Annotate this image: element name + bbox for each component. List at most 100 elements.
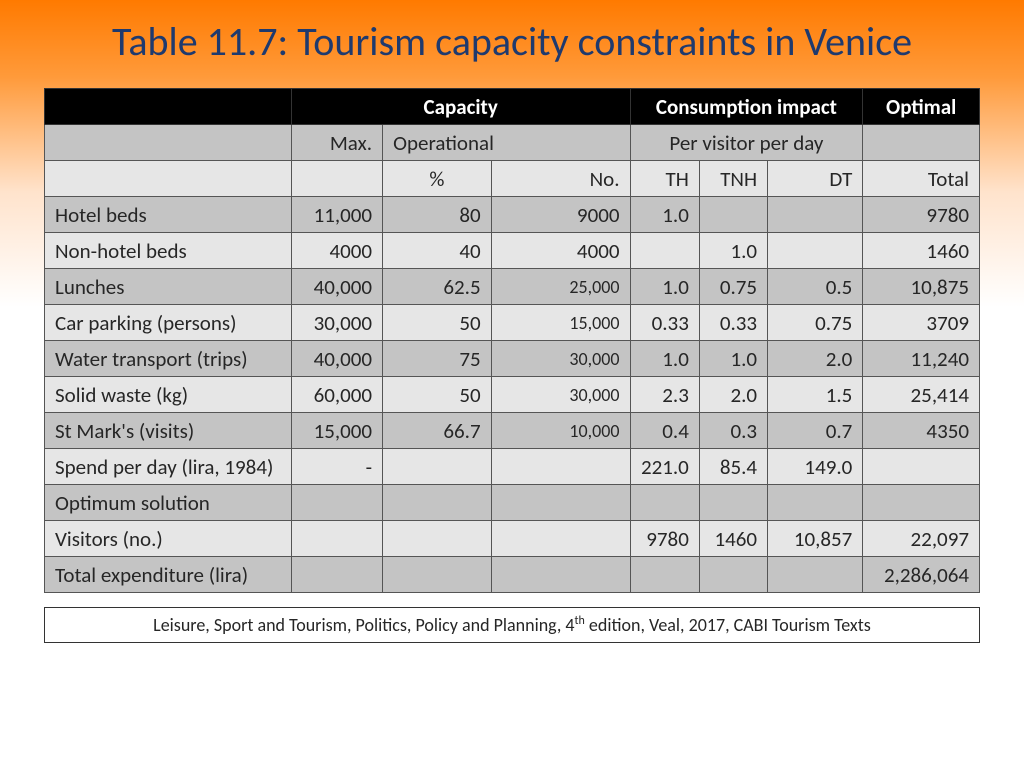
cell: 2.0 bbox=[768, 341, 863, 377]
sub-operational: Operational bbox=[383, 125, 630, 161]
cell bbox=[699, 197, 767, 233]
cell: 1.0 bbox=[699, 233, 767, 269]
cell: 0.75 bbox=[699, 269, 767, 305]
col-total: Total bbox=[863, 161, 980, 197]
cell: 50 bbox=[383, 305, 492, 341]
cell bbox=[45, 125, 292, 161]
cell: 1.0 bbox=[630, 341, 699, 377]
table-row: St Mark's (visits)15,00066.710,0000.40.3… bbox=[45, 413, 980, 449]
header-group-row: Capacity Consumption impact Optimal bbox=[45, 89, 980, 125]
cell bbox=[383, 485, 492, 521]
cell: 30,000 bbox=[291, 305, 382, 341]
cell: 10,875 bbox=[863, 269, 980, 305]
cell bbox=[383, 449, 492, 485]
cell bbox=[768, 233, 863, 269]
cell: 9000 bbox=[491, 197, 630, 233]
cell: 0.75 bbox=[768, 305, 863, 341]
cell: 40,000 bbox=[291, 341, 382, 377]
cell: 85.4 bbox=[699, 449, 767, 485]
table-row: Hotel beds11,0008090001.0 9780 bbox=[45, 197, 980, 233]
sub-max: Max. bbox=[291, 125, 382, 161]
col-tnh: TNH bbox=[699, 161, 767, 197]
header-capacity: Capacity bbox=[291, 89, 630, 125]
cell: 80 bbox=[383, 197, 492, 233]
cell: 1.0 bbox=[630, 197, 699, 233]
cell: - bbox=[291, 449, 382, 485]
cell: Hotel beds bbox=[45, 197, 292, 233]
header-optimal: Optimal bbox=[863, 89, 980, 125]
subheader-row-1: Max. Operational Per visitor per day bbox=[45, 125, 980, 161]
cell bbox=[291, 161, 382, 197]
cell: 66.7 bbox=[383, 413, 492, 449]
cell: 1460 bbox=[863, 233, 980, 269]
cell: 0.33 bbox=[699, 305, 767, 341]
cell: 0.4 bbox=[630, 413, 699, 449]
cell: 25,414 bbox=[863, 377, 980, 413]
cell bbox=[863, 485, 980, 521]
table-row: Solid waste (kg)60,0005030,0002.32.01.52… bbox=[45, 377, 980, 413]
cell bbox=[699, 557, 767, 593]
cell: 62.5 bbox=[383, 269, 492, 305]
cell: 3709 bbox=[863, 305, 980, 341]
cell: 0.7 bbox=[768, 413, 863, 449]
cell bbox=[45, 161, 292, 197]
cell: 0.33 bbox=[630, 305, 699, 341]
cell: 50 bbox=[383, 377, 492, 413]
cell: 75 bbox=[383, 341, 492, 377]
cell bbox=[768, 485, 863, 521]
cell: 30,000 bbox=[491, 377, 630, 413]
cell: Solid waste (kg) bbox=[45, 377, 292, 413]
cell bbox=[768, 197, 863, 233]
cell: 40 bbox=[383, 233, 492, 269]
cell bbox=[291, 521, 382, 557]
cell: 4350 bbox=[863, 413, 980, 449]
col-pct: % bbox=[383, 161, 492, 197]
cell bbox=[491, 449, 630, 485]
table-row: Water transport (trips)40,0007530,0001.0… bbox=[45, 341, 980, 377]
table-row: Lunches40,00062.525,0001.00.750.510,875 bbox=[45, 269, 980, 305]
cell: 9780 bbox=[863, 197, 980, 233]
cell: Total expenditure (lira) bbox=[45, 557, 292, 593]
cell: 40,000 bbox=[291, 269, 382, 305]
header-blank bbox=[45, 89, 292, 125]
sub-per-visitor: Per visitor per day bbox=[630, 125, 863, 161]
cell bbox=[491, 521, 630, 557]
cell: Visitors (no.) bbox=[45, 521, 292, 557]
cell: 221.0 bbox=[630, 449, 699, 485]
cell: 10,000 bbox=[491, 413, 630, 449]
cell: 1.0 bbox=[630, 269, 699, 305]
cell: 2,286,064 bbox=[863, 557, 980, 593]
cell: Spend per day (lira, 1984) bbox=[45, 449, 292, 485]
table-row: Optimum solution bbox=[45, 485, 980, 521]
table-row: Car parking (persons)30,0005015,0000.330… bbox=[45, 305, 980, 341]
cell: 0.3 bbox=[699, 413, 767, 449]
cell bbox=[291, 557, 382, 593]
table-body: Max. Operational Per visitor per day % N… bbox=[45, 125, 980, 593]
cell: Non-hotel beds bbox=[45, 233, 292, 269]
cell: 1.5 bbox=[768, 377, 863, 413]
header-consumption: Consumption impact bbox=[630, 89, 863, 125]
cell: 10,857 bbox=[768, 521, 863, 557]
cell bbox=[383, 521, 492, 557]
cell: St Mark's (visits) bbox=[45, 413, 292, 449]
cell: 11,000 bbox=[291, 197, 382, 233]
cell: 2.0 bbox=[699, 377, 767, 413]
cell: 2.3 bbox=[630, 377, 699, 413]
cell bbox=[383, 557, 492, 593]
cell: 149.0 bbox=[768, 449, 863, 485]
cell: 4000 bbox=[491, 233, 630, 269]
cell bbox=[630, 233, 699, 269]
cell: 22,097 bbox=[863, 521, 980, 557]
table-row: Spend per day (lira, 1984)- 221.085.4149.… bbox=[45, 449, 980, 485]
table-row: Total expenditure (lira) 2,286,064 bbox=[45, 557, 980, 593]
cell: 30,000 bbox=[491, 341, 630, 377]
table-container: Capacity Consumption impact Optimal Max.… bbox=[44, 88, 980, 593]
col-dt: DT bbox=[768, 161, 863, 197]
footer-post: edition, Veal, 2017, CABI Tourism Texts bbox=[585, 614, 871, 636]
footer-pre: Leisure, Sport and Tourism, Politics, Po… bbox=[153, 614, 574, 636]
cell bbox=[863, 449, 980, 485]
cell: 0.5 bbox=[768, 269, 863, 305]
table-row: Non-hotel beds40004040001.01460 bbox=[45, 233, 980, 269]
subheader-row-2: % No. TH TNH DT Total bbox=[45, 161, 980, 197]
cell: Water transport (trips) bbox=[45, 341, 292, 377]
